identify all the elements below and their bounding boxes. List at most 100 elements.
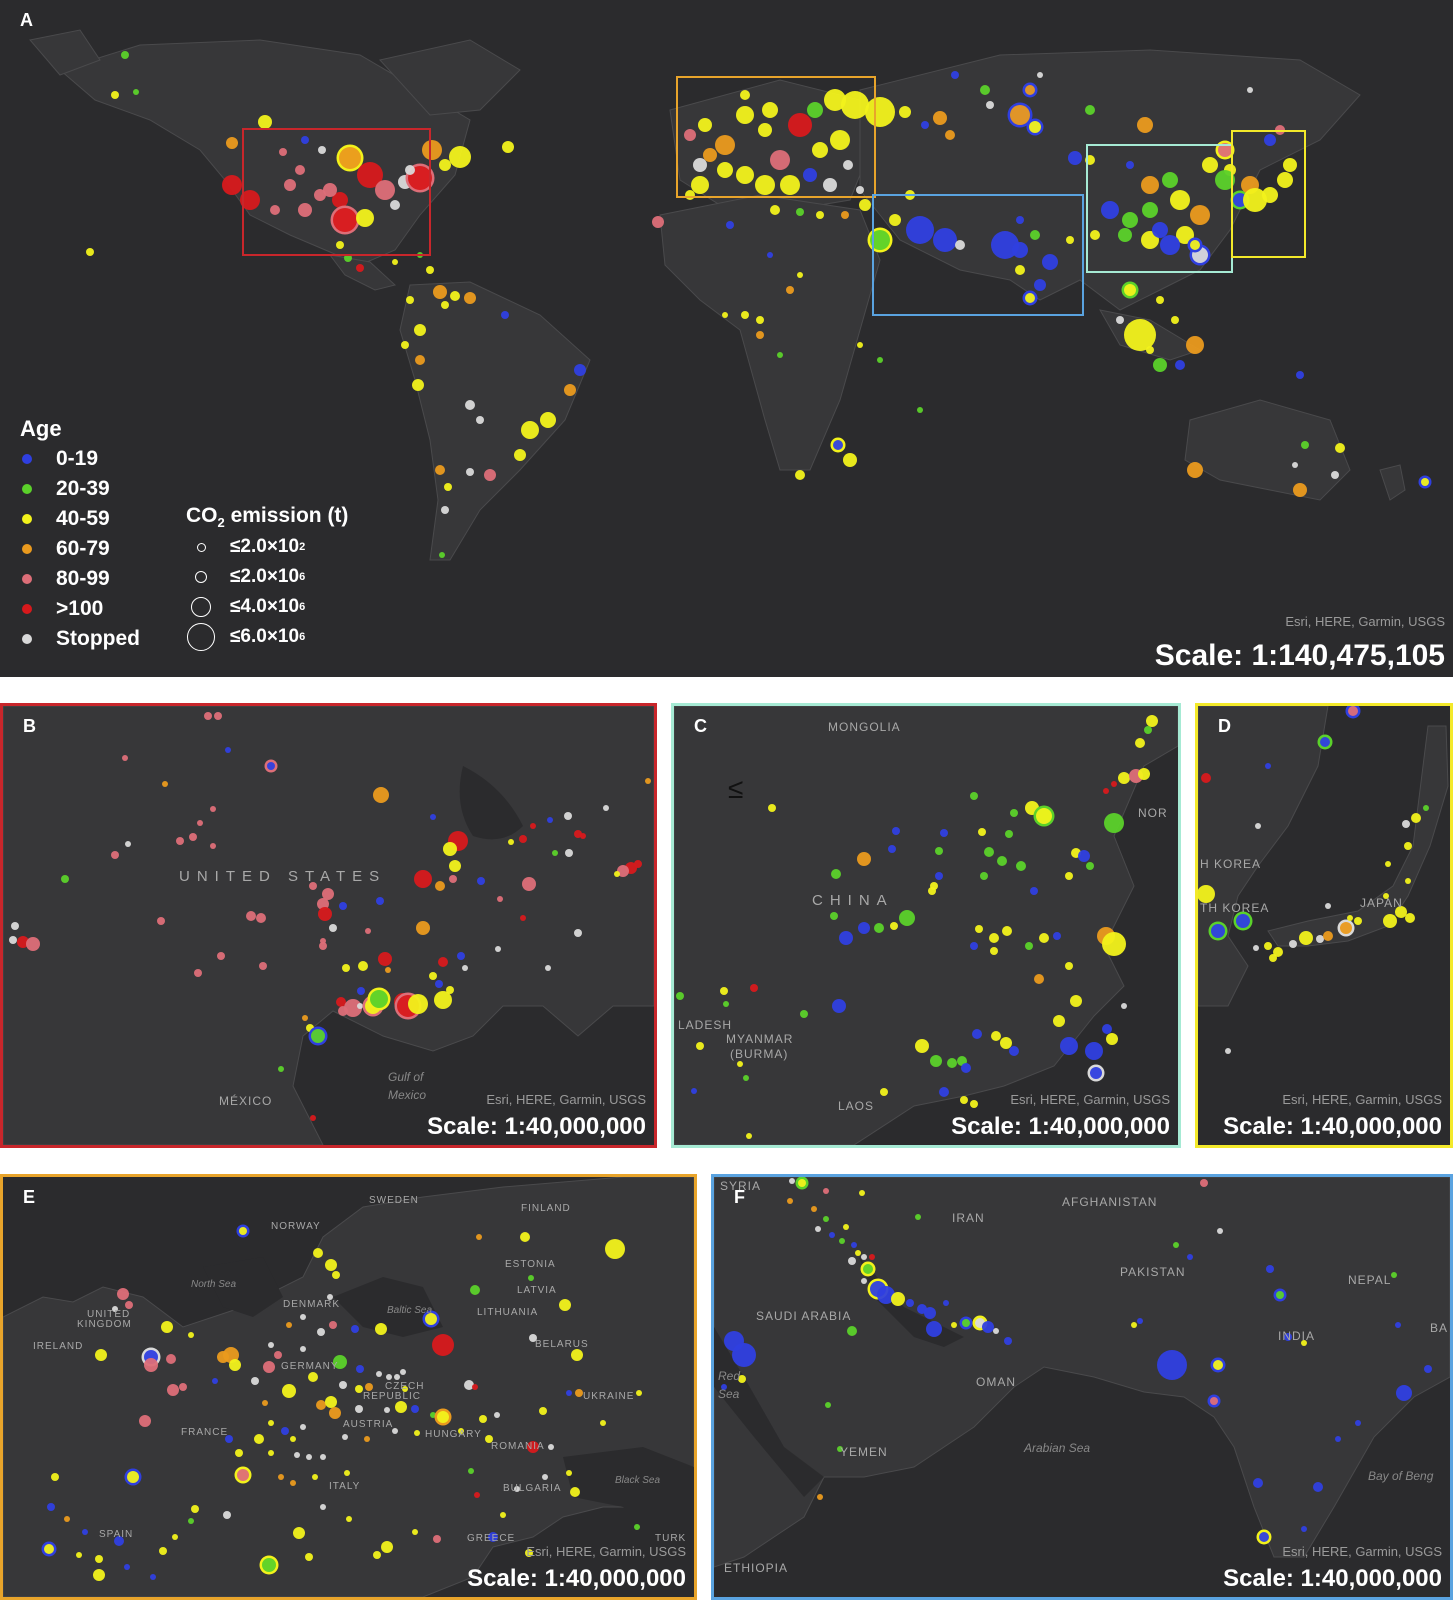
age-100-plus-marker	[472, 1384, 478, 1390]
age-0-19-marker	[477, 877, 485, 885]
age-0-19-marker	[457, 952, 465, 960]
age-0-19-marker	[1157, 1350, 1187, 1380]
stopped-marker	[405, 165, 415, 175]
age-80-99-marker	[204, 712, 212, 720]
place-label: PAKISTAN	[1120, 1265, 1186, 1279]
age-60-79-marker	[1190, 205, 1210, 225]
age-20-39-marker	[278, 1066, 284, 1072]
age-40-59-marker	[691, 176, 709, 194]
landmass	[859, 49, 1361, 311]
age-40-59-marker	[855, 1250, 861, 1256]
stopped-marker	[993, 1328, 999, 1334]
place-label: LITHUANIA	[477, 1307, 539, 1318]
age-40-59-marker	[859, 1190, 865, 1196]
co2-size-circle	[186, 542, 216, 552]
place-label: AUSTRIA	[343, 1419, 394, 1430]
age-40-59-marker	[1411, 813, 1421, 823]
age-40-59-marker	[1066, 236, 1074, 244]
age-60-79-marker	[433, 285, 447, 299]
stopped-marker	[386, 1374, 392, 1380]
place-label: REPUBLIC	[363, 1391, 422, 1402]
age-20-39-marker	[1016, 861, 1026, 871]
age-40-59-marker	[161, 1321, 173, 1333]
age-40-59-marker	[539, 1407, 547, 1415]
inset-f-box	[872, 194, 1084, 316]
age-80-99-marker	[210, 806, 216, 812]
age-40-59-marker	[437, 1411, 449, 1423]
panel-d-japan: D H KOREA TH KOREA JAPAN Esri, HERE, Gar…	[1195, 703, 1453, 1148]
panel-d-svg	[1198, 706, 1449, 1054]
panel-a-label: A	[20, 10, 33, 30]
age-0-19-marker	[1313, 1482, 1323, 1492]
landmass	[379, 39, 521, 116]
place-label: H KOREA	[1200, 857, 1262, 871]
landmass	[659, 194, 881, 471]
age-100-plus-marker	[520, 915, 526, 921]
place-label: YEMEN	[840, 1445, 888, 1459]
age-0-19-marker	[82, 1529, 88, 1535]
map-scale: Scale: 1:40,000,000	[427, 1113, 646, 1140]
age-60-79-marker	[464, 292, 476, 304]
age-0-19-marker	[1012, 242, 1028, 258]
age-80-99-marker	[217, 952, 225, 960]
stopped-marker	[320, 1504, 326, 1510]
age-80-99-marker	[270, 205, 280, 215]
stopped-marker	[125, 841, 131, 847]
age-40-59-marker	[960, 1096, 968, 1104]
age-20-39-marker	[61, 875, 69, 883]
stopped-marker	[329, 924, 337, 932]
age-60-79-marker	[811, 1206, 817, 1212]
place-label: ETHIOPIA	[724, 1561, 789, 1575]
age-legend-label: 40-59	[56, 507, 110, 530]
age-40-59-marker	[93, 1569, 105, 1581]
age-40-59-marker	[342, 964, 350, 972]
age-40-59-marker	[111, 91, 119, 99]
age-20-39-marker	[825, 1402, 831, 1408]
age-20-39-marker	[528, 1275, 534, 1281]
landmass	[399, 281, 591, 561]
age-40-59-marker	[441, 301, 449, 309]
age-40-59-marker	[720, 987, 728, 995]
age-80-99-marker	[1348, 706, 1358, 716]
place-label: Baltic Sea	[387, 1305, 433, 1316]
age-0-19-marker	[721, 1384, 727, 1390]
age-100-plus-marker	[788, 113, 812, 137]
age-40-59-marker	[1065, 962, 1073, 970]
place-label: TURK	[655, 1533, 687, 1544]
stopped-marker	[300, 1314, 306, 1320]
landmass	[58, 39, 471, 266]
age-100-plus-marker	[519, 835, 527, 843]
age-0-19-marker	[376, 897, 384, 905]
age-40-59-marker	[741, 311, 749, 319]
age-60-79-marker	[364, 1436, 370, 1442]
age-80-99-marker	[433, 1535, 441, 1543]
age-40-59-marker	[797, 272, 803, 278]
age-40-59-marker	[928, 887, 936, 895]
age-0-19-marker	[281, 1427, 289, 1435]
stopped-marker	[529, 1334, 537, 1342]
age-60-79-marker	[1187, 462, 1203, 478]
age-0-19-marker	[924, 1307, 936, 1319]
stopped-marker	[306, 1454, 312, 1460]
stopped-marker	[955, 240, 965, 250]
age-20-39-marker	[439, 552, 445, 558]
panel-e-label: E	[23, 1187, 36, 1207]
age-20-39-marker	[121, 51, 129, 59]
age-60-79-marker	[302, 1015, 308, 1021]
panel-f-label: F	[734, 1187, 745, 1207]
stopped-marker	[1217, 1228, 1223, 1234]
place-label: UKRAINE	[583, 1391, 635, 1402]
stopped-marker	[318, 146, 326, 154]
age-20-39-marker	[796, 208, 804, 216]
landmass	[1198, 706, 1329, 1007]
age-60-79-marker	[64, 1516, 70, 1522]
age-40-59-marker	[1135, 738, 1145, 748]
stopped-marker	[11, 922, 19, 930]
inset-e-box	[676, 76, 876, 198]
age-0-19-marker	[829, 1232, 835, 1238]
co2-legend-item: ≤2.0×10 2	[186, 532, 348, 562]
age-0-19-marker	[1160, 235, 1180, 255]
age-80-99-marker	[111, 851, 119, 859]
age-40-59-marker	[235, 1449, 243, 1457]
place-label: HUNGARY	[425, 1429, 482, 1440]
